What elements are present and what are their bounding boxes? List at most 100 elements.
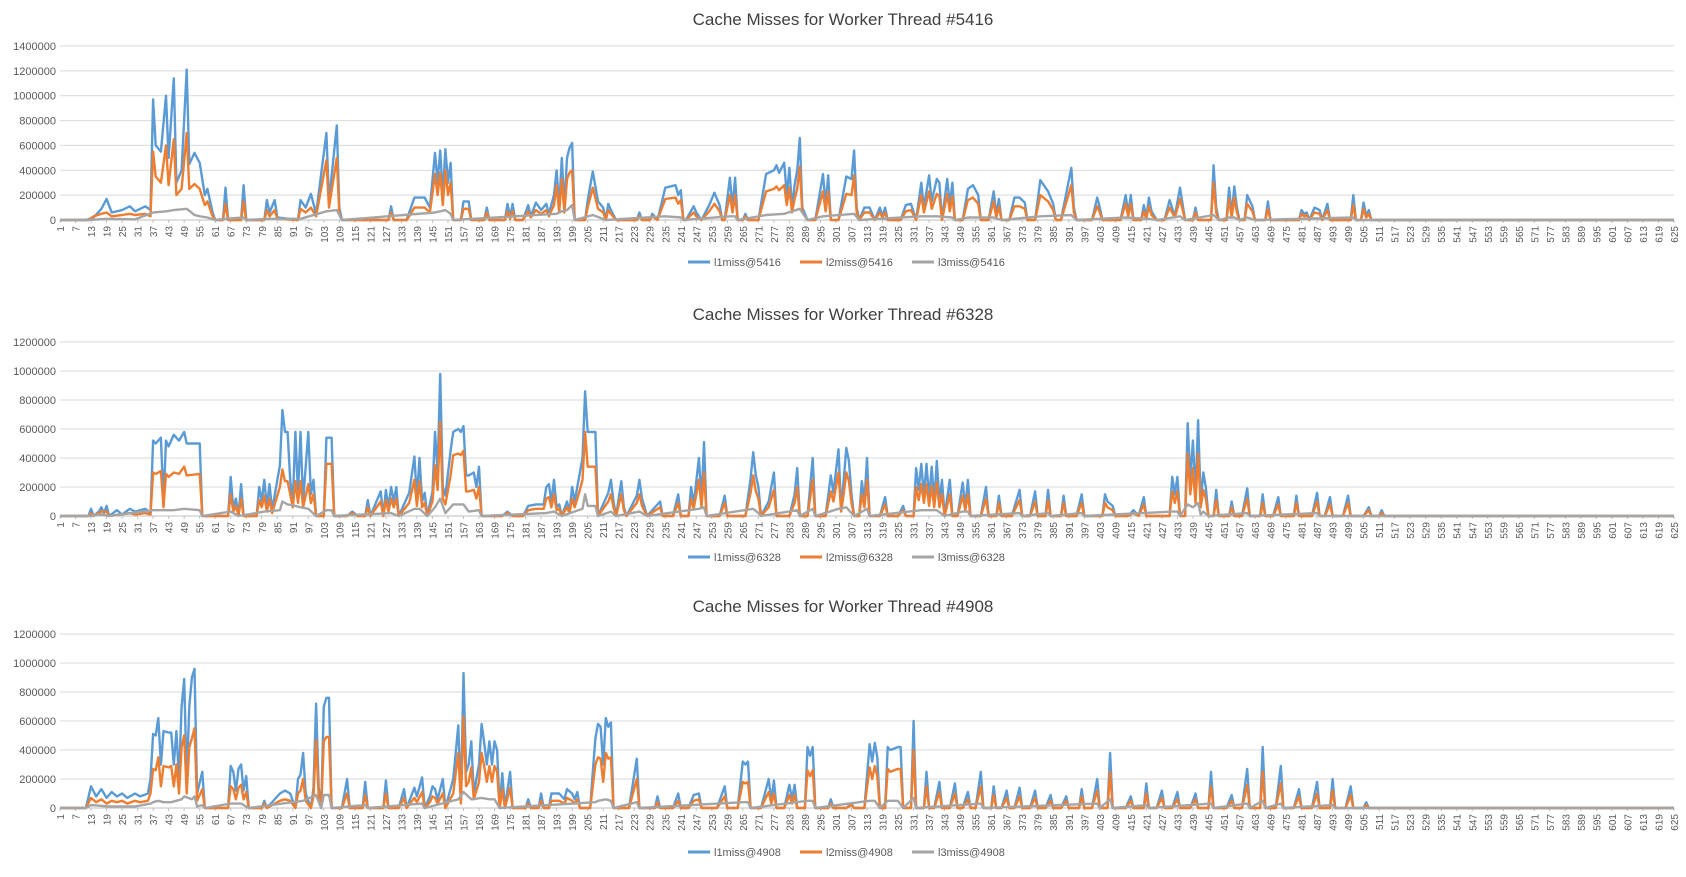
- x-tick-label: 613: [1639, 226, 1650, 243]
- x-tick-label: 7: [72, 522, 83, 528]
- x-tick-label: 175: [506, 522, 517, 539]
- x-tick-label: 1: [56, 814, 67, 820]
- x-tick-label: 283: [785, 522, 796, 539]
- x-tick-label: 409: [1111, 226, 1122, 243]
- x-tick-label: 211: [599, 226, 610, 242]
- x-tick-label: 43: [165, 814, 176, 826]
- x-tick-label: 97: [304, 814, 315, 826]
- x-tick-label: 487: [1313, 522, 1324, 539]
- x-tick-label: 313: [863, 226, 874, 243]
- x-tick-label: 445: [1204, 226, 1215, 243]
- x-tick-label: 79: [258, 522, 269, 534]
- x-tick-label: 337: [925, 522, 936, 539]
- x-tick-label: 205: [584, 522, 595, 539]
- x-tick-label: 481: [1298, 522, 1309, 539]
- x-tick-label: 415: [1127, 522, 1138, 539]
- x-tick-label: 217: [615, 226, 626, 243]
- x-tick-label: 619: [1654, 814, 1665, 831]
- chart-title: Cache Misses for Worker Thread #5416: [693, 10, 994, 29]
- x-tick-label: 487: [1313, 814, 1324, 831]
- chart-title: Cache Misses for Worker Thread #4908: [693, 597, 994, 616]
- x-tick-label: 559: [1499, 522, 1510, 539]
- x-tick-label: 13: [87, 226, 98, 238]
- x-tick-label: 331: [910, 522, 921, 539]
- x-tick-label: 247: [692, 226, 703, 243]
- x-tick-label: 337: [925, 226, 936, 243]
- x-tick-label: 601: [1608, 814, 1619, 831]
- x-tick-label: 517: [1391, 522, 1402, 539]
- x-tick-label: 43: [165, 226, 176, 238]
- x-tick-label: 391: [1065, 522, 1076, 539]
- x-tick-label: 421: [1142, 226, 1153, 243]
- x-tick-label: 49: [180, 522, 191, 534]
- x-tick-label: 73: [242, 522, 253, 534]
- legend-label: l1miss@5416: [714, 257, 781, 269]
- y-tick-label: 200000: [19, 482, 56, 494]
- x-tick-label: 427: [1158, 522, 1169, 539]
- x-tick-label: 499: [1344, 522, 1355, 539]
- x-tick-label: 109: [335, 522, 346, 539]
- x-tick-label: 295: [816, 814, 827, 831]
- x-tick-label: 319: [879, 522, 890, 539]
- x-tick-label: 403: [1096, 522, 1107, 539]
- x-tick-label: 109: [335, 814, 346, 831]
- x-tick-label: 193: [553, 226, 564, 243]
- x-tick-label: 529: [1422, 814, 1433, 831]
- x-tick-label: 565: [1515, 522, 1526, 539]
- y-tick-label: 600000: [19, 424, 56, 436]
- x-tick-label: 553: [1484, 522, 1495, 539]
- x-tick-label: 133: [397, 814, 408, 831]
- legend-label: l3miss@6328: [938, 552, 1005, 564]
- x-tick-label: 313: [863, 522, 874, 539]
- x-tick-label: 493: [1329, 522, 1340, 539]
- x-tick-label: 565: [1515, 226, 1526, 243]
- x-tick-label: 397: [1080, 522, 1091, 539]
- x-tick-label: 529: [1422, 522, 1433, 539]
- x-tick-label: 229: [646, 522, 657, 539]
- x-tick-label: 607: [1623, 226, 1634, 243]
- x-tick-label: 175: [506, 226, 517, 243]
- legend-label: l2miss@4908: [826, 847, 893, 859]
- x-tick-label: 301: [832, 814, 843, 831]
- x-tick-label: 55: [196, 814, 207, 826]
- x-tick-label: 619: [1654, 522, 1665, 539]
- x-tick-label: 241: [677, 226, 688, 243]
- x-tick-label: 121: [366, 226, 377, 243]
- x-tick-label: 223: [630, 814, 641, 831]
- x-tick-label: 19: [103, 814, 114, 826]
- x-tick-label: 253: [708, 814, 719, 831]
- x-tick-label: 445: [1204, 814, 1215, 831]
- x-tick-label: 349: [956, 814, 967, 831]
- x-tick-label: 37: [149, 226, 160, 238]
- x-tick-label: 259: [723, 522, 734, 539]
- x-tick-label: 97: [304, 226, 315, 238]
- x-tick-label: 49: [180, 814, 191, 826]
- x-tick-label: 577: [1546, 226, 1557, 243]
- chart-title: Cache Misses for Worker Thread #6328: [693, 305, 994, 324]
- x-tick-label: 115: [351, 226, 362, 242]
- x-tick-label: 169: [491, 226, 502, 243]
- x-tick-label: 427: [1158, 226, 1169, 243]
- x-tick-label: 91: [289, 522, 300, 534]
- x-tick-label: 397: [1080, 226, 1091, 243]
- x-tick-label: 253: [708, 226, 719, 243]
- y-tick-label: 800000: [19, 395, 56, 407]
- x-tick-label: 331: [910, 226, 921, 243]
- x-tick-label: 577: [1546, 814, 1557, 831]
- x-tick-label: 109: [335, 226, 346, 243]
- x-tick-label: 151: [444, 814, 455, 831]
- y-tick-label: 0: [50, 215, 56, 227]
- x-tick-label: 385: [1049, 522, 1060, 539]
- x-tick-label: 73: [242, 814, 253, 826]
- x-tick-label: 79: [258, 226, 269, 238]
- x-tick-label: 409: [1111, 522, 1122, 539]
- x-tick-label: 487: [1313, 226, 1324, 243]
- x-tick-label: 115: [351, 814, 362, 830]
- x-tick-label: 229: [646, 226, 657, 243]
- x-tick-label: 247: [692, 814, 703, 831]
- x-tick-label: 1: [56, 522, 67, 528]
- x-tick-label: 205: [584, 226, 595, 243]
- x-tick-label: 505: [1360, 522, 1371, 539]
- x-tick-label: 541: [1453, 522, 1464, 539]
- x-tick-label: 325: [894, 522, 905, 539]
